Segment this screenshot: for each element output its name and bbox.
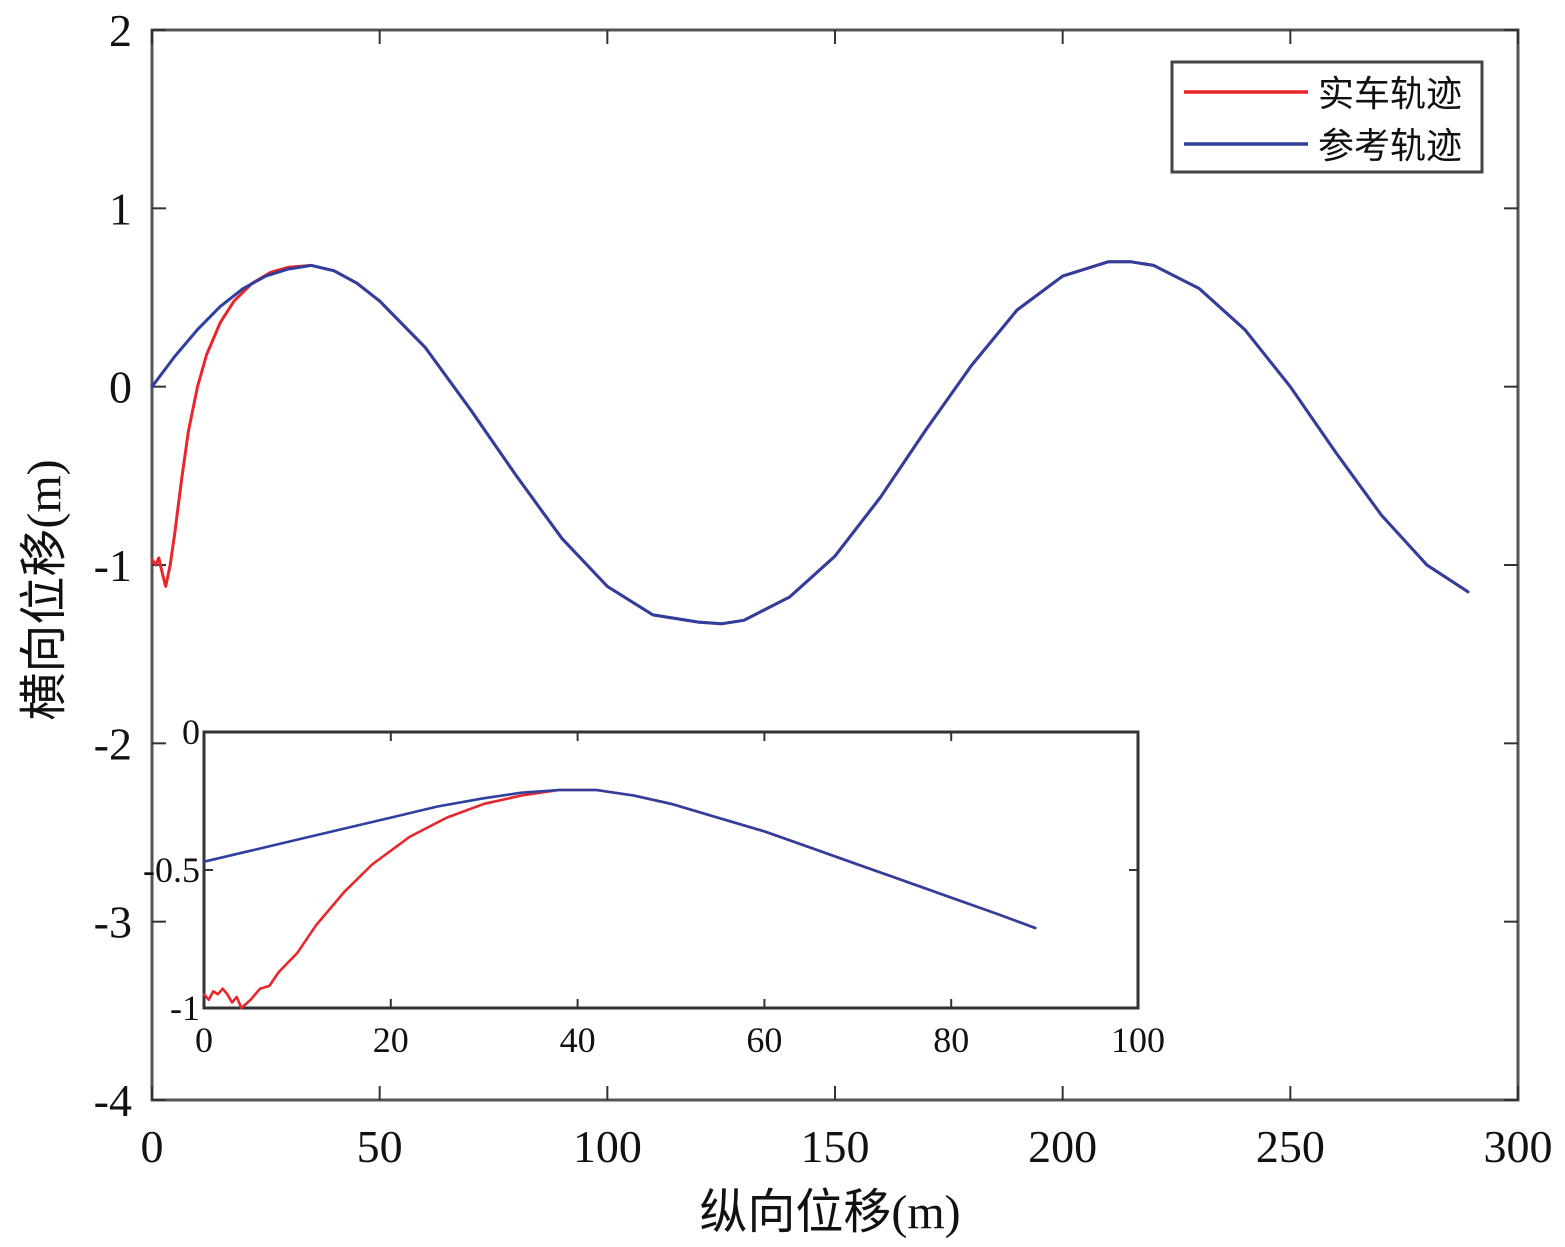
main-x-tick-label: 0 [141,1121,164,1172]
inset-axis-ticks [203,731,1139,1009]
main-x-tick-label: 150 [801,1121,870,1172]
inset-x-tick-label: 60 [746,1020,782,1060]
main-x-axis-label: 纵向位移(m) [699,1186,960,1239]
main-y-axis-label: 横向位移(m) [18,459,71,720]
inset-y-tick-label: -0.5 [143,850,200,890]
inset-x-tick-label: 100 [1111,1020,1165,1060]
main-y-tick-label: -2 [94,718,132,769]
inset-tick-labels: 0 20 40 60 80 100 -1 -0.5 0 [143,712,1165,1060]
main-y-tick-label: 1 [109,183,132,234]
inset-x-tick-label: 40 [560,1020,596,1060]
legend-label-reference-trajectory: 参考轨迹 [1318,126,1462,166]
legend-label-real-trajectory: 实车轨迹 [1318,74,1462,114]
main-series-group [150,260,1470,626]
main-x-tick-label: 50 [357,1121,403,1172]
inset-y-tick-label: 0 [182,712,200,752]
main-x-tick-label: 250 [1256,1121,1325,1172]
inset-chart: 0 20 40 60 80 100 -1 -0.5 0 [143,712,1165,1060]
inset-series-group [202,788,1037,1010]
inset-x-tick-label: 80 [933,1020,969,1060]
main-axis-ticks [151,29,1519,1101]
inset-plot-frame [202,730,1140,1010]
main-y-tick-label: 2 [109,5,132,56]
main-x-tick-label: 300 [1484,1121,1553,1172]
legend: 实车轨迹 参考轨迹 [1170,60,1484,174]
main-series-reference-trajectory [150,260,1470,626]
main-x-tick-label: 100 [573,1121,642,1172]
inset-x-tick-label: 20 [373,1020,409,1060]
inset-x-tick-label: 0 [195,1020,213,1060]
main-y-tick-label: -1 [94,540,132,591]
inset-series-reference-trajectory [202,788,1037,930]
main-y-tick-label: 0 [109,362,132,413]
inset-y-tick-label: -1 [170,988,200,1028]
legend-box [1170,60,1484,174]
main-x-tick-label: 200 [1028,1121,1097,1172]
main-y-tick-label: -4 [94,1075,132,1126]
main-y-tick-label: -3 [94,897,132,948]
